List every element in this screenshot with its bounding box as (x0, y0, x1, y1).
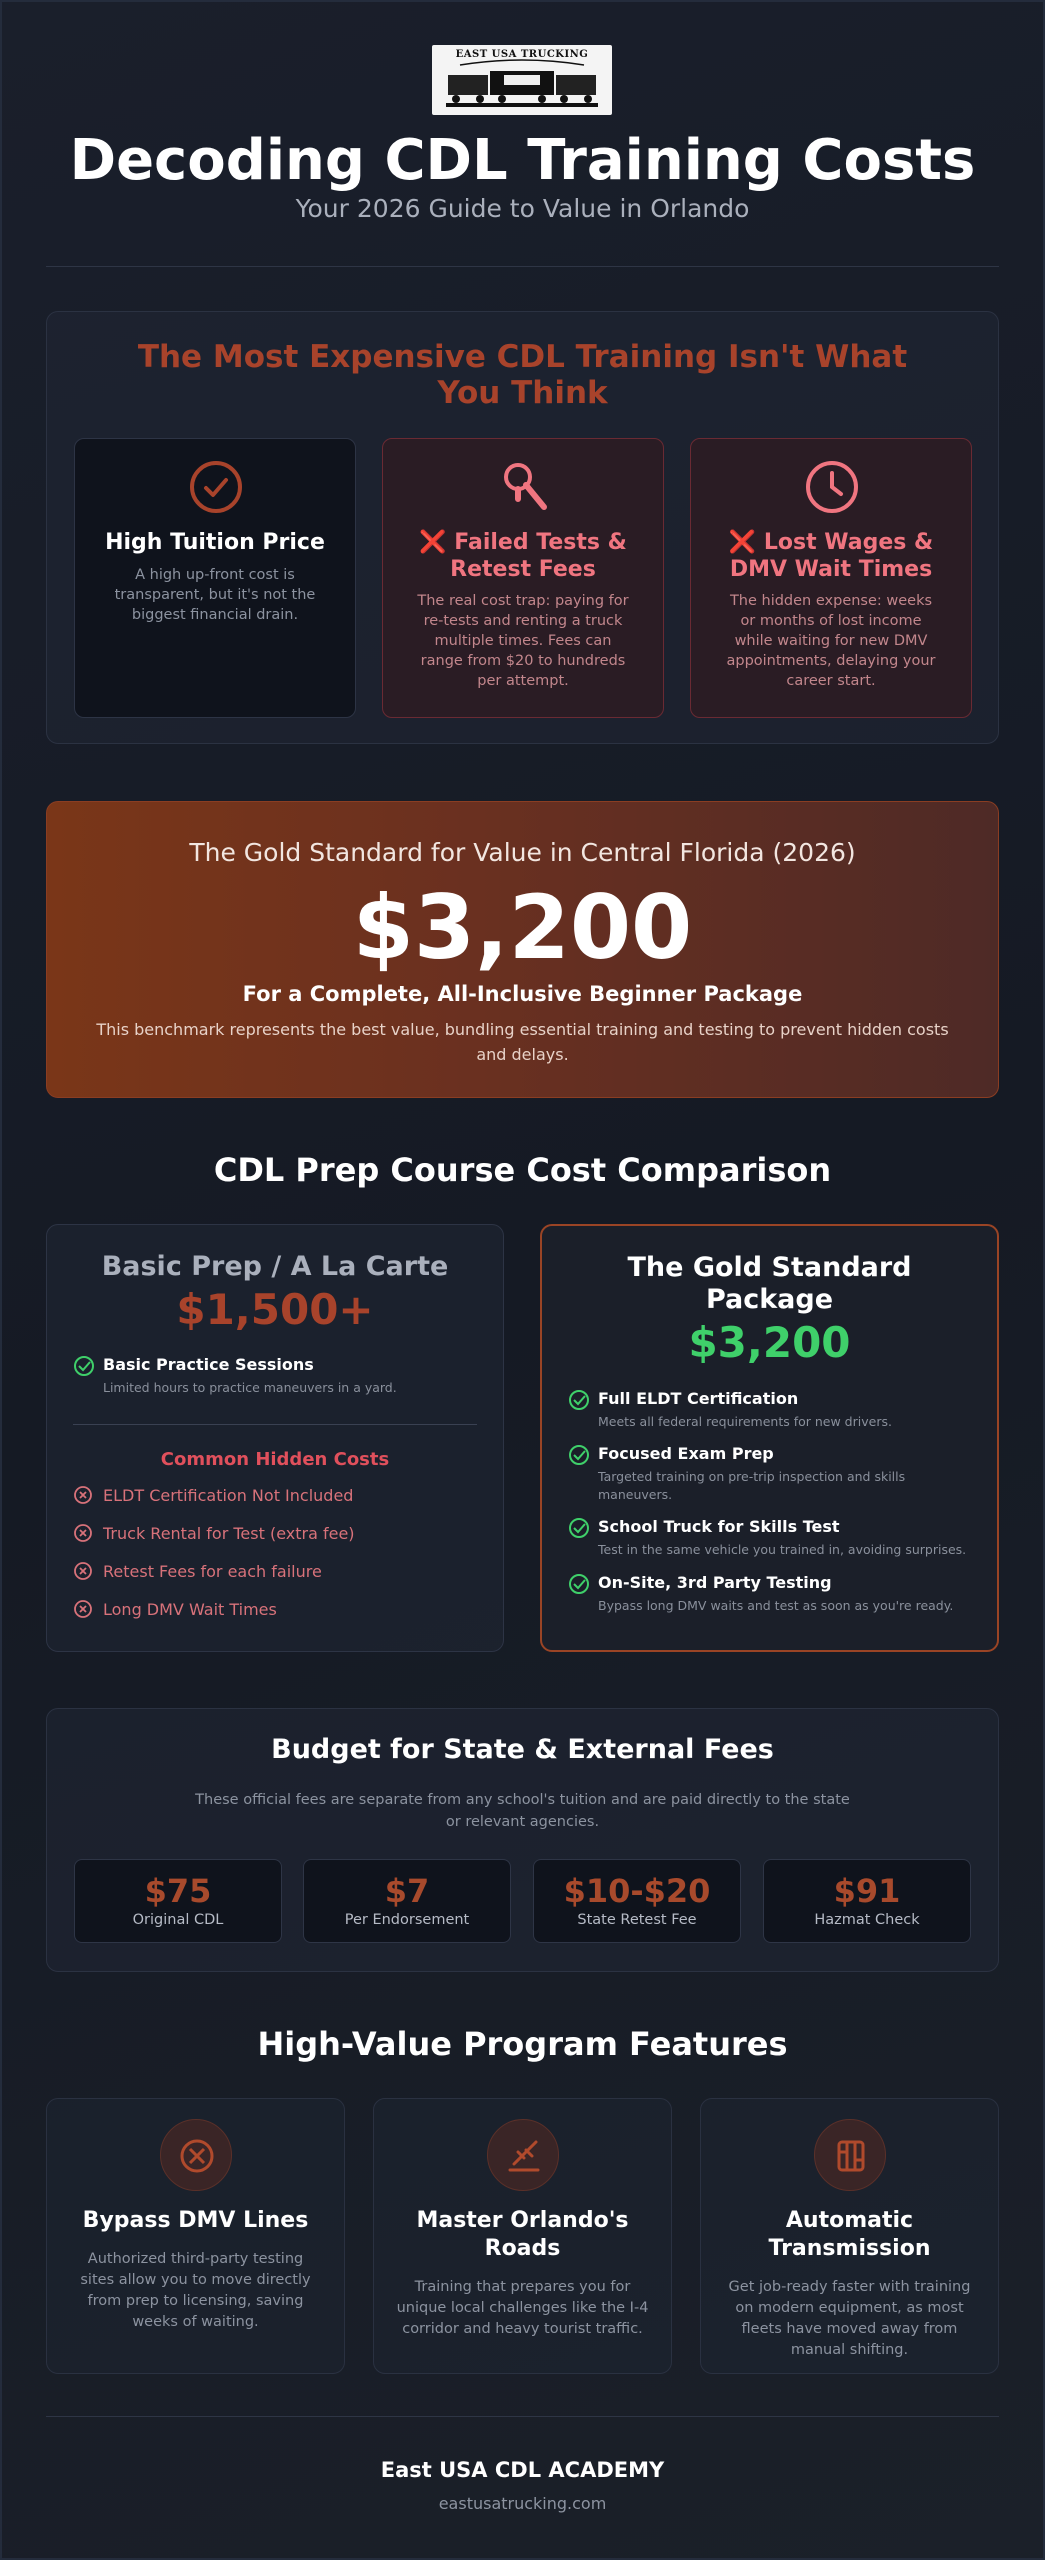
check-circle-icon (190, 461, 242, 513)
x-circle-icon (74, 1562, 92, 1580)
hidden-cost-text: Truck Rental for Test (extra fee) (103, 1524, 355, 1543)
hidden-cost-text: Long DMV Wait Times (103, 1600, 277, 1619)
page-subtitle: Your 2026 Guide to Value in Orlando (295, 194, 750, 223)
fee-label: Per Endorsement (344, 1912, 470, 1928)
feature-title: On-Site, 3rd Party Testing (598, 1573, 832, 1592)
clock-icon (806, 461, 858, 513)
fee-value: $75 (144, 1872, 212, 1910)
check-icon (569, 1518, 589, 1538)
fee-label: State Retest Fee (577, 1912, 697, 1928)
basic-price: $1,500+ (176, 1285, 374, 1334)
fee-label: Hazmat Check (814, 1912, 920, 1928)
expense-card-text: A high up-front cost is transparent, but… (114, 567, 316, 623)
x-circle-icon (74, 1600, 92, 1618)
expense-card-retest: ❌ Failed Tests & Retest Fees The real co… (382, 438, 664, 718)
fee-value: $91 (833, 1872, 901, 1910)
expense-card-title: High Tuition Price (105, 530, 325, 555)
check-icon (569, 1574, 589, 1594)
expense-card-title: ❌ Lost Wages & DMV Wait Times (728, 530, 934, 582)
feature-title: School Truck for Skills Test (598, 1517, 840, 1536)
road-icon (508, 2140, 540, 2172)
hero-price: $3,200 (352, 876, 693, 979)
feature-icon-wrap (160, 2119, 232, 2191)
check-icon (569, 1390, 589, 1410)
feature-card-text: Get job-ready faster with training on mo… (728, 2279, 971, 2358)
feature-desc: Test in the same vehicle you trained in,… (598, 1542, 967, 1557)
page-title: Decoding CDL Training Costs (69, 128, 976, 193)
feature-card-roads: Master Orlando's Roads Training that pre… (373, 2098, 672, 2374)
footer-name: East USA CDL ACADEMY (380, 2458, 665, 2482)
expense-heading: The Most Expensive CDL Training Isn't Wh… (137, 339, 908, 411)
expense-section: The Most Expensive CDL Training Isn't Wh… (46, 311, 999, 744)
gold-standard-hero: The Gold Standard for Value in Central F… (46, 801, 999, 1098)
feature-card-automatic: Automatic Transmission Get job-ready fas… (700, 2098, 999, 2374)
fees-heading: Budget for State & External Fees (271, 1734, 774, 1765)
hero-kicker: The Gold Standard for Value in Central F… (189, 838, 856, 867)
gold-price: $3,200 (688, 1318, 851, 1367)
expense-card-text: The hidden expense: weeks or months of l… (726, 593, 936, 689)
feature-card-text: Training that prepares you for unique lo… (396, 2279, 649, 2337)
feature-title: Basic Practice Sessions (103, 1355, 314, 1374)
fee-box: $7 Per Endorsement (303, 1859, 511, 1943)
hero-label: For a Complete, All-Inclusive Beginner P… (242, 982, 803, 1006)
check-icon (569, 1445, 589, 1465)
logo: EAST USA TRUCKING (432, 45, 612, 115)
footer-url[interactable]: eastusatrucking.com (438, 2494, 607, 2513)
comparison-heading: CDL Prep Course Cost Comparison (213, 1151, 832, 1189)
feature-icon-wrap (487, 2119, 559, 2191)
expense-card-tuition: High Tuition Price A high up-front cost … (74, 438, 356, 718)
x-circle-icon (74, 1486, 92, 1504)
gold-title: The Gold Standard Package (627, 1252, 912, 1315)
search-icon (504, 463, 547, 510)
basic-prep-card: Basic Prep / A La Carte $1,500+ Basic Pr… (46, 1224, 504, 1652)
hidden-cost-text: ELDT Certification Not Included (103, 1486, 354, 1505)
fees-description: These official fees are separate from an… (195, 1792, 850, 1830)
feature-icon-wrap (814, 2119, 886, 2191)
check-icon (74, 1356, 94, 1376)
feature-card-title: Master Orlando's Roads (416, 2208, 629, 2261)
footer-divider (46, 2416, 999, 2417)
feature-card-text: Authorized third-party testing sites all… (80, 2251, 311, 2330)
feature-desc: Bypass long DMV waits and test as soon a… (598, 1598, 954, 1613)
expense-card-text: The real cost trap: paying for re-tests … (417, 593, 629, 689)
fees-section: Budget for State & External Fees These o… (46, 1708, 999, 1972)
header-divider (46, 266, 999, 267)
feature-title: Full ELDT Certification (598, 1389, 799, 1408)
feature-card-title: Bypass DMV Lines (82, 2208, 309, 2233)
feature-desc: Limited hours to practice maneuvers in a… (103, 1380, 397, 1395)
basic-divider (73, 1424, 477, 1425)
basic-title: Basic Prep / A La Carte (101, 1251, 449, 1282)
fee-label: Original CDL (132, 1912, 224, 1928)
expense-card-title: ❌ Failed Tests & Retest Fees (419, 530, 627, 582)
no-line-icon (180, 2139, 214, 2173)
hidden-costs-title: Common Hidden Costs (160, 1449, 390, 1470)
truck-logo-icon (446, 59, 598, 107)
expense-card-wages: ❌ Lost Wages & DMV Wait Times The hidden… (690, 438, 972, 718)
hero-description: This benchmark represents the best value… (96, 1020, 949, 1064)
fee-box: $75 Original CDL (74, 1859, 282, 1943)
feature-card-dmv: Bypass DMV Lines Authorized third-party … (46, 2098, 345, 2374)
feature-title: Focused Exam Prep (598, 1444, 774, 1463)
logo-text: EAST USA TRUCKING (455, 49, 589, 60)
features-heading: High-Value Program Features (257, 2025, 788, 2063)
fee-value: $10-$20 (563, 1872, 711, 1910)
fee-box: $91 Hazmat Check (763, 1859, 971, 1943)
x-circle-icon (74, 1524, 92, 1542)
fee-box: $10-$20 State Retest Fee (533, 1859, 741, 1943)
feature-card-title: Automatic Transmission (768, 2208, 931, 2261)
gold-standard-card: The Gold Standard Package $3,200 Full EL… (540, 1224, 999, 1652)
gearshift-icon (837, 2140, 865, 2172)
feature-desc: Targeted training on pre-trip inspection… (598, 1469, 906, 1502)
feature-desc: Meets all federal requirements for new d… (598, 1414, 892, 1429)
fee-value: $7 (384, 1872, 430, 1910)
hidden-cost-text: Retest Fees for each failure (103, 1562, 322, 1581)
